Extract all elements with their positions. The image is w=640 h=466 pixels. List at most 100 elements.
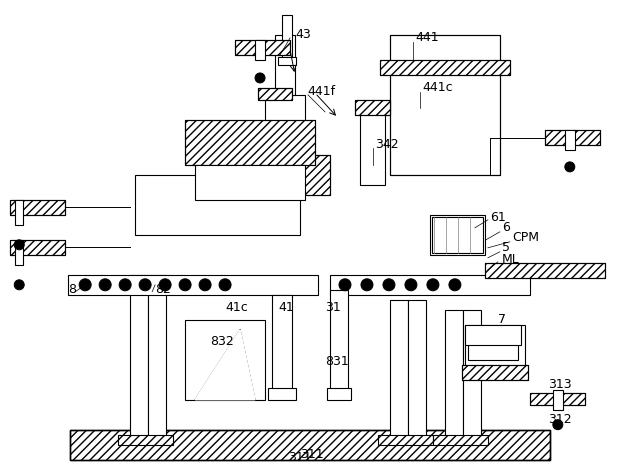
Bar xyxy=(485,263,605,278)
Circle shape xyxy=(383,279,395,291)
Text: 832: 832 xyxy=(210,335,234,348)
Circle shape xyxy=(119,279,131,291)
Bar xyxy=(255,40,265,60)
Text: 342: 342 xyxy=(375,138,399,151)
Bar xyxy=(195,165,305,200)
Bar xyxy=(355,100,390,115)
Bar xyxy=(433,435,488,445)
Bar xyxy=(258,88,292,100)
Bar xyxy=(240,155,330,195)
Bar xyxy=(258,88,292,100)
Text: 5: 5 xyxy=(502,241,510,254)
Bar xyxy=(185,120,315,165)
Bar xyxy=(240,155,330,195)
Bar xyxy=(390,35,500,175)
Bar xyxy=(408,300,426,440)
Text: 311: 311 xyxy=(300,448,324,461)
Bar xyxy=(10,200,65,215)
Bar xyxy=(130,275,148,440)
Bar xyxy=(378,435,433,445)
Circle shape xyxy=(219,279,231,291)
Bar xyxy=(275,35,295,95)
Bar xyxy=(380,60,510,75)
Bar xyxy=(10,240,65,255)
Bar xyxy=(278,57,296,65)
Text: 311: 311 xyxy=(288,451,312,464)
Text: 61: 61 xyxy=(490,212,506,224)
Circle shape xyxy=(565,162,575,172)
Text: CPM: CPM xyxy=(512,231,539,244)
Bar xyxy=(463,310,481,440)
Bar xyxy=(432,217,483,253)
Bar xyxy=(465,325,525,375)
Circle shape xyxy=(553,420,563,430)
Bar xyxy=(485,263,605,278)
Bar xyxy=(135,175,300,235)
Bar xyxy=(530,393,585,404)
Text: 41: 41 xyxy=(278,302,294,314)
Text: 313: 313 xyxy=(548,378,572,391)
Bar xyxy=(10,200,65,215)
Bar xyxy=(327,388,351,400)
Circle shape xyxy=(405,279,417,291)
Bar xyxy=(282,15,292,60)
Bar xyxy=(118,435,173,445)
Bar xyxy=(530,393,585,404)
Bar xyxy=(465,325,521,345)
Bar xyxy=(148,275,166,440)
Bar xyxy=(462,365,528,380)
Circle shape xyxy=(255,73,265,83)
Circle shape xyxy=(179,279,191,291)
Bar xyxy=(330,275,530,295)
Polygon shape xyxy=(195,330,255,400)
Text: 831: 831 xyxy=(325,355,349,368)
Bar xyxy=(235,40,290,55)
Text: ML: ML xyxy=(502,254,520,266)
Bar xyxy=(430,215,485,255)
Bar xyxy=(468,340,518,360)
Text: 41c: 41c xyxy=(225,302,248,314)
Bar xyxy=(68,275,318,295)
Bar xyxy=(10,240,65,255)
Text: 7: 7 xyxy=(498,313,506,326)
Bar xyxy=(445,310,463,440)
Circle shape xyxy=(14,280,24,290)
Bar xyxy=(545,130,600,145)
Bar xyxy=(268,388,296,400)
Circle shape xyxy=(14,240,24,250)
Bar xyxy=(70,430,550,459)
Bar xyxy=(70,430,550,459)
Bar xyxy=(330,290,348,395)
Circle shape xyxy=(449,279,461,291)
Bar xyxy=(235,40,290,55)
Circle shape xyxy=(427,279,439,291)
Bar xyxy=(380,60,510,75)
Bar xyxy=(553,390,563,410)
Text: 6: 6 xyxy=(502,221,509,234)
Bar xyxy=(15,200,23,225)
Circle shape xyxy=(199,279,211,291)
Circle shape xyxy=(99,279,111,291)
Text: 441c: 441c xyxy=(422,82,452,95)
Circle shape xyxy=(339,279,351,291)
Circle shape xyxy=(79,279,91,291)
Text: 31: 31 xyxy=(325,302,340,314)
Circle shape xyxy=(361,279,373,291)
Text: 441: 441 xyxy=(415,32,438,44)
Bar xyxy=(360,105,385,185)
Bar xyxy=(265,95,305,145)
Text: 82: 82 xyxy=(155,283,171,296)
Circle shape xyxy=(159,279,171,291)
Bar xyxy=(355,100,390,115)
Text: 312: 312 xyxy=(548,413,572,426)
Bar xyxy=(390,35,500,175)
Bar xyxy=(565,130,575,150)
Circle shape xyxy=(139,279,151,291)
Bar xyxy=(545,130,600,145)
Bar xyxy=(390,300,408,440)
Bar xyxy=(185,320,265,400)
Text: 441f: 441f xyxy=(307,85,335,98)
Bar xyxy=(15,240,23,265)
Text: 8: 8 xyxy=(68,283,76,296)
Bar xyxy=(272,295,292,395)
